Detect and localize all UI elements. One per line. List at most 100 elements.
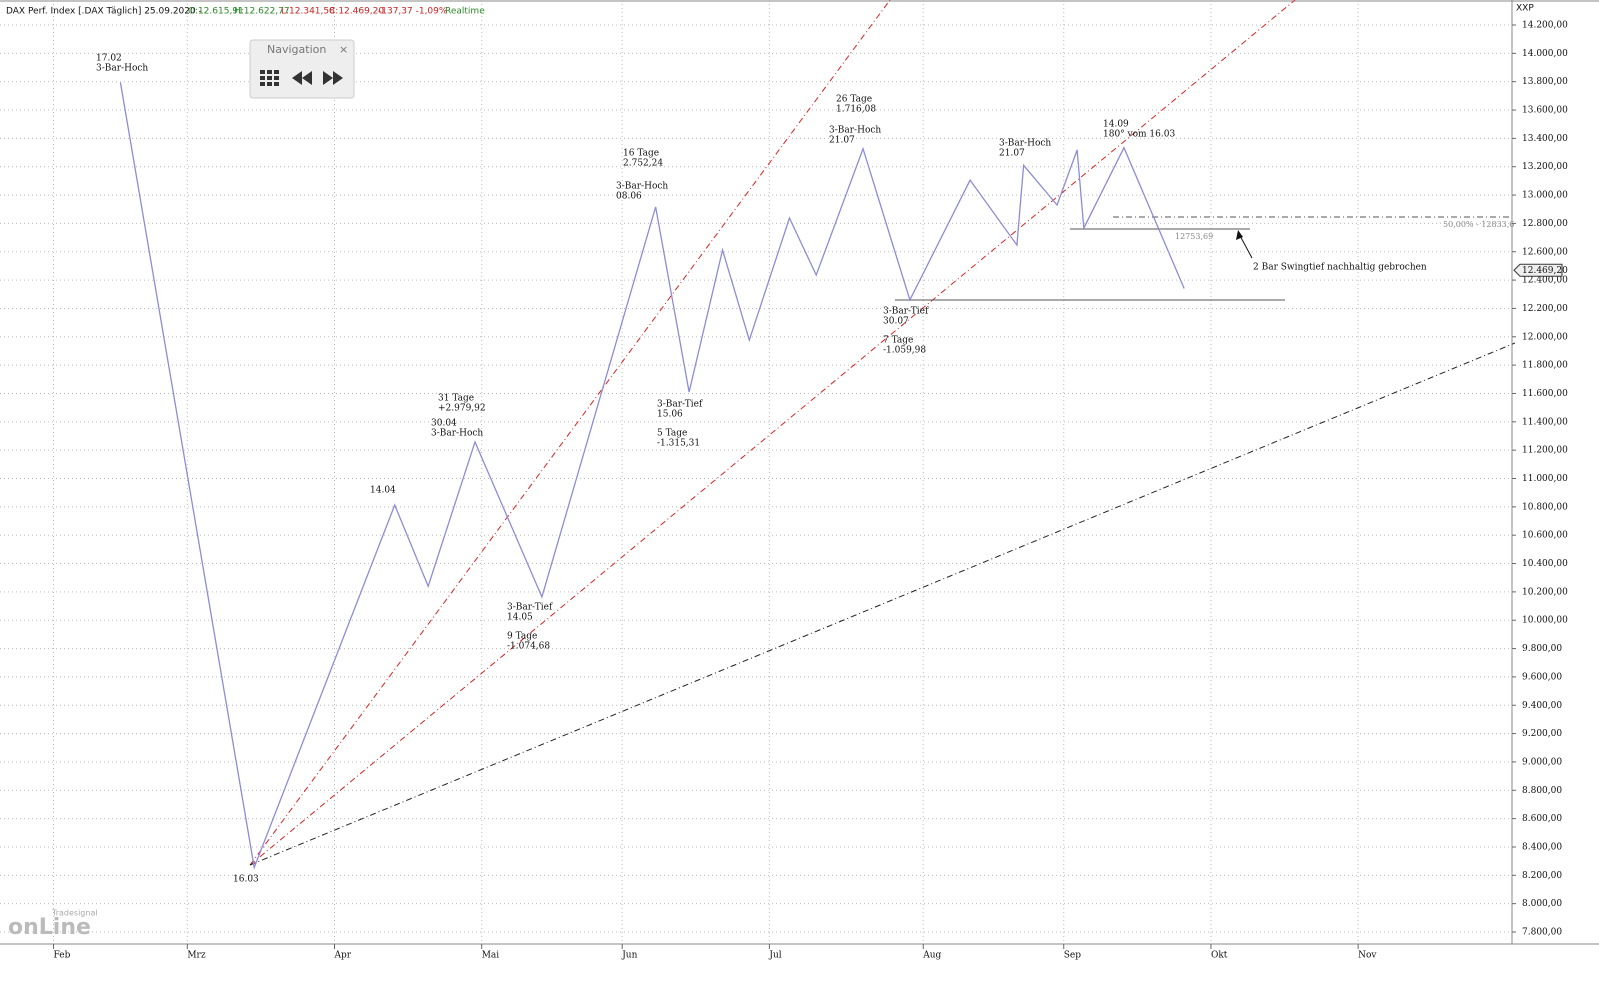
y-tick-label: 8.200,00 — [1522, 871, 1562, 881]
last-price-marker — [1513, 263, 1563, 277]
y-tick-label: 12.200,00 — [1522, 304, 1568, 314]
back-button[interactable] — [292, 71, 302, 85]
axis-name: XXP — [1516, 4, 1534, 14]
y-tick-label: 8.000,00 — [1522, 899, 1562, 909]
logo-big: onLine — [8, 915, 91, 940]
annotation: 3-Bar-Tief — [657, 400, 703, 410]
x-tick-label: Mrz — [187, 951, 206, 961]
annotation: 21.07 — [829, 136, 855, 146]
y-tick-label: 12.600,00 — [1522, 247, 1568, 257]
high: H:12.622,77 — [234, 7, 290, 17]
annotation: 14.09 — [1103, 120, 1129, 130]
annotation: +2.979,92 — [438, 404, 486, 414]
y-tick-label: 9.800,00 — [1522, 644, 1562, 654]
back-button-2 — [302, 71, 312, 85]
x-tick-label: Feb — [54, 951, 71, 961]
grid-button[interactable] — [260, 70, 279, 86]
annotation: 15.06 — [657, 410, 683, 420]
last-price-label: 12.469,20 — [1522, 266, 1568, 276]
trend-line — [249, 0, 1296, 866]
y-tick-label: 13.600,00 — [1522, 106, 1568, 116]
annotation: 2.752,24 — [623, 159, 663, 169]
annotation: 16.03 — [233, 875, 259, 885]
y-tick-label: 7.800,00 — [1522, 928, 1562, 938]
y-tick-label: 8.800,00 — [1522, 786, 1562, 796]
y-tick-label: 13.000,00 — [1522, 191, 1568, 201]
annotation: 08.06 — [616, 192, 642, 202]
x-tick-label: Jul — [768, 951, 781, 961]
annotation: 26 Tage — [836, 95, 872, 105]
y-tick-label: 12.000,00 — [1522, 332, 1568, 342]
annotation: 12753,69 — [1175, 232, 1213, 241]
y-tick-label: 12.800,00 — [1522, 219, 1568, 229]
annotation: 30.04 — [431, 419, 457, 429]
x-tick-label: Mai — [482, 951, 500, 961]
annotation: 17.02 — [96, 54, 122, 64]
annotation: 16 Tage — [623, 149, 659, 159]
x-tick-label: Sep — [1064, 951, 1081, 961]
annotation: 21.07 — [999, 149, 1025, 159]
x-tick-label: Nov — [1358, 951, 1377, 961]
grid — [0, 0, 1512, 944]
annotation: 3-Bar-Tief — [883, 307, 929, 317]
y-tick-label: 11.400,00 — [1522, 417, 1568, 427]
y-tick-label: 11.600,00 — [1522, 389, 1568, 399]
y-tick-label: 10.600,00 — [1522, 531, 1568, 541]
title: DAX Perf. Index [.DAX Täglich] 25.09.202… — [6, 7, 202, 17]
annotation: 3-Bar-Tief — [507, 603, 553, 613]
y-tick-label: 10.800,00 — [1522, 502, 1568, 512]
low: L:12.341,58 — [281, 7, 335, 17]
annotation: 7 Tage — [883, 336, 913, 346]
trend-line — [249, 0, 891, 866]
logo-small: Tradesignal — [51, 909, 98, 918]
status: Realtime — [445, 7, 485, 17]
logo: Tradesignal onLine — [8, 909, 98, 941]
x-tick-label: Okt — [1211, 951, 1228, 961]
annotation: 9 Tage — [507, 632, 537, 642]
y-tick-label: 9.000,00 — [1522, 757, 1562, 767]
y-tick-label: 11.200,00 — [1522, 446, 1568, 456]
annotation: 3-Bar-Hoch — [96, 64, 148, 74]
annotation: 180° vom 16.03 — [1103, 130, 1175, 140]
close-button[interactable]: × — [339, 43, 348, 56]
annotation: 3-Bar-Hoch — [829, 126, 881, 136]
annotation: -1.074,68 — [507, 642, 550, 652]
change: -137,37 -1,09% — [378, 7, 448, 17]
y-tick-label: 13.400,00 — [1522, 134, 1568, 144]
y-tick-label: 13.200,00 — [1522, 162, 1568, 172]
x-tick-label: Aug — [922, 951, 941, 961]
y-tick-label: 10.400,00 — [1522, 559, 1568, 569]
y-tick-label: 9.600,00 — [1522, 672, 1562, 682]
close: C:12.469,20 — [329, 7, 384, 17]
annotation: 3-Bar-Hoch — [616, 182, 668, 192]
annotation: 3-Bar-Hoch — [431, 429, 483, 439]
y-tick-label: 9.400,00 — [1522, 701, 1562, 711]
annotation: 3-Bar-Hoch — [999, 139, 1051, 149]
annotation: 2 Bar Swingtief nachhaltig gebrochen — [1253, 263, 1427, 273]
y-tick-label: 11.800,00 — [1522, 361, 1568, 371]
y-tick-label: 14.200,00 — [1522, 21, 1568, 31]
y-tick-label: 8.400,00 — [1522, 842, 1562, 852]
annotation: 1.716,08 — [836, 105, 876, 115]
arrow-head — [1236, 230, 1243, 240]
annotation: 14.04 — [370, 486, 396, 496]
navigation-panel: Navigation × — [249, 39, 355, 99]
y-tick-label: 13.800,00 — [1522, 77, 1568, 87]
y-tick-label: 12.400,00 — [1522, 276, 1568, 286]
y-tick-label: 10.000,00 — [1522, 616, 1568, 626]
annotation: -1.059,98 — [883, 346, 926, 356]
y-tick-label: 14.000,00 — [1522, 49, 1568, 59]
annotation: 30.07 — [883, 317, 909, 327]
annotation: 31 Tage — [438, 394, 474, 404]
x-tick-label: Apr — [334, 951, 352, 961]
forward-button[interactable] — [333, 71, 343, 85]
swing-line — [119, 82, 1185, 870]
y-tick-label: 8.600,00 — [1522, 814, 1562, 824]
open: O:12.615,91 — [188, 7, 244, 17]
trend-line — [249, 342, 1516, 866]
annotation: 50,00% - 12833,6 — [1443, 220, 1514, 229]
y-tick-label: 10.200,00 — [1522, 587, 1568, 597]
annotation: 5 Tage — [657, 429, 687, 439]
x-tick-label: Jun — [621, 951, 637, 961]
